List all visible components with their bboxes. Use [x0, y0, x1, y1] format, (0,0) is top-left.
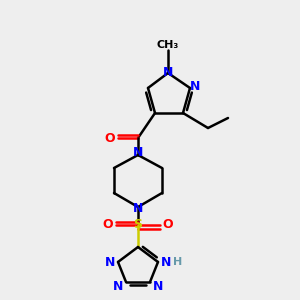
- Text: N: N: [113, 280, 123, 293]
- Text: H: H: [173, 257, 183, 267]
- Text: S: S: [134, 218, 142, 232]
- Text: O: O: [103, 218, 113, 232]
- Text: N: N: [190, 80, 200, 92]
- Text: CH₃: CH₃: [157, 40, 179, 50]
- Text: N: N: [153, 280, 163, 293]
- Text: N: N: [133, 146, 143, 160]
- Text: N: N: [133, 202, 143, 215]
- Text: O: O: [105, 131, 115, 145]
- Text: O: O: [163, 218, 173, 232]
- Text: N: N: [163, 67, 173, 80]
- Text: N: N: [161, 256, 171, 268]
- Text: N: N: [105, 256, 115, 268]
